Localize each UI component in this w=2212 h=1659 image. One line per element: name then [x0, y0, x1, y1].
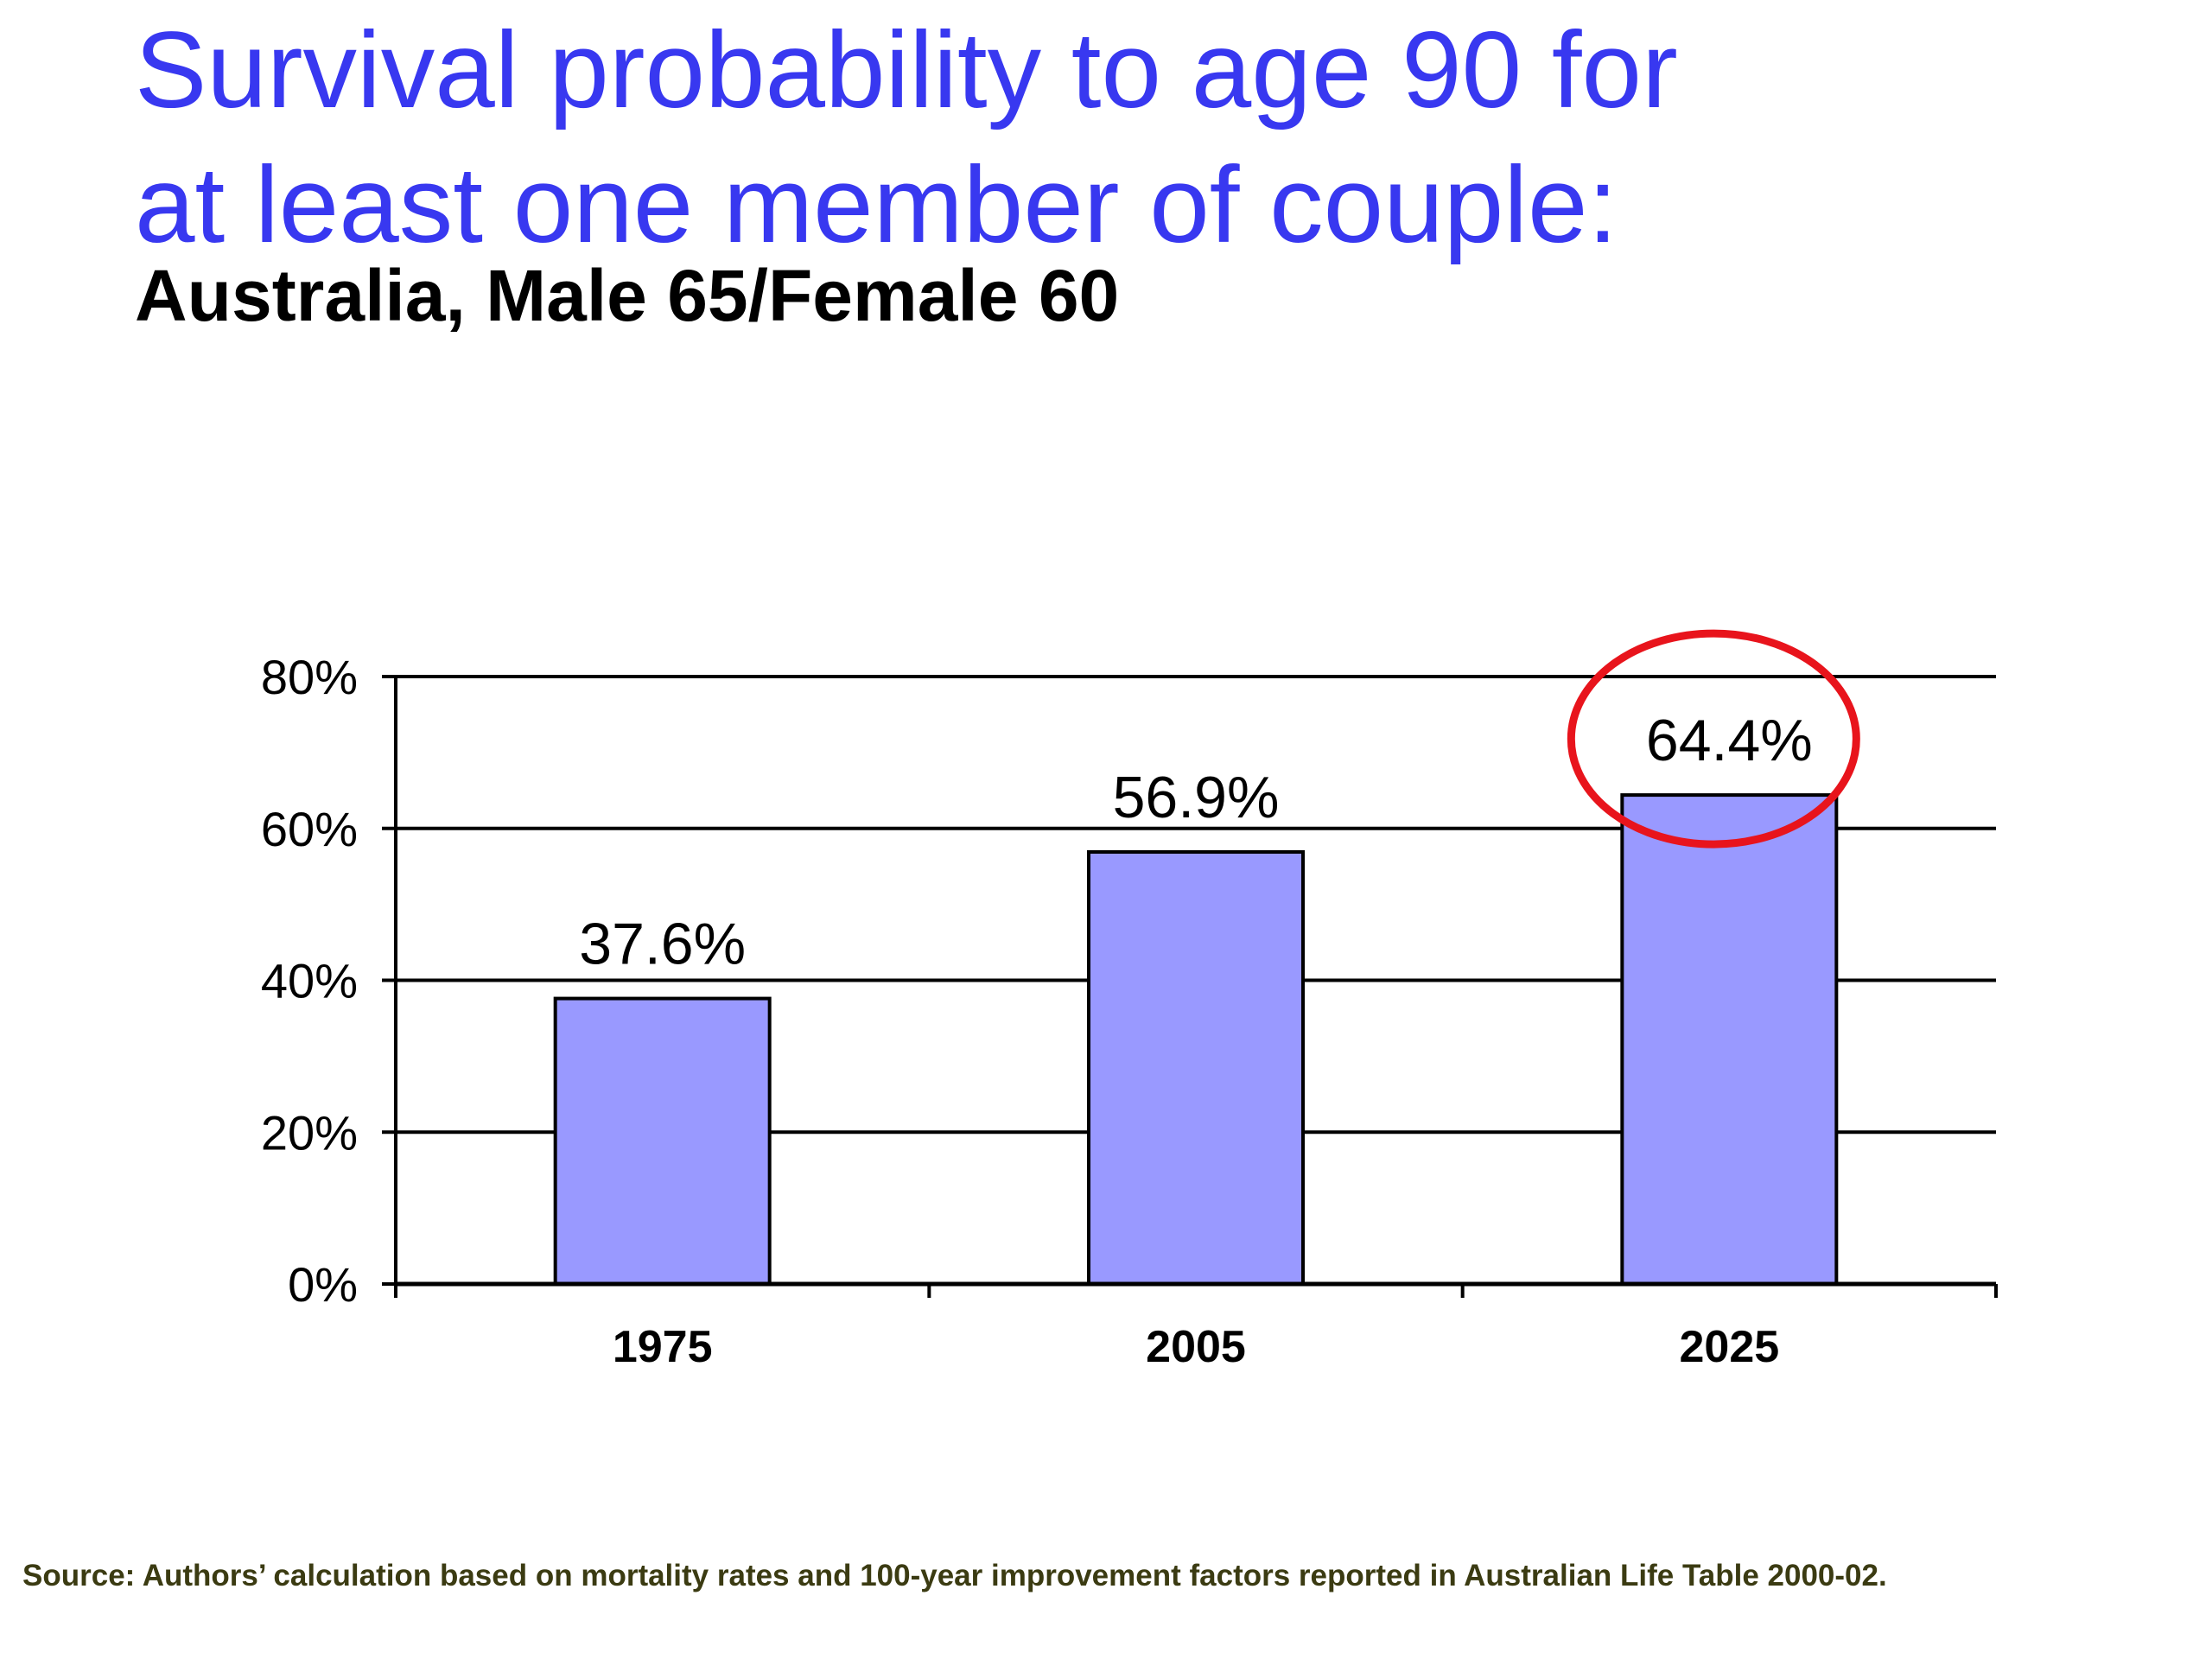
bar — [553, 996, 772, 1286]
bar — [1620, 793, 1839, 1286]
y-tick-label: 20% — [261, 1105, 358, 1160]
chart-title-line-2: at least one member of couple: — [135, 145, 1618, 265]
y-tick-label: 80% — [261, 650, 358, 704]
y-tick-label: 60% — [261, 802, 358, 856]
data-label: 64.4% — [1646, 708, 1813, 773]
chart-title-line-1: Survival probability to age 90 for — [135, 10, 1678, 130]
data-label: 37.6% — [579, 912, 746, 977]
highlight-circle — [1567, 629, 1860, 849]
chart-title: Survival probability to age 90 for at le… — [135, 3, 2079, 273]
y-tick-label: 40% — [261, 954, 358, 1008]
source-note: Source: Authors’ calculation based on mo… — [22, 1559, 1887, 1592]
chart-subtitle: Australia, Male 65/Female 60 — [135, 255, 1120, 336]
bar — [1087, 849, 1305, 1287]
data-label: 56.9% — [1113, 765, 1280, 830]
x-category-label: 2005 — [1146, 1322, 1246, 1372]
x-category-label: 1975 — [613, 1322, 713, 1372]
x-category-label: 2025 — [1679, 1322, 1779, 1372]
y-tick-label: 0% — [288, 1257, 358, 1312]
